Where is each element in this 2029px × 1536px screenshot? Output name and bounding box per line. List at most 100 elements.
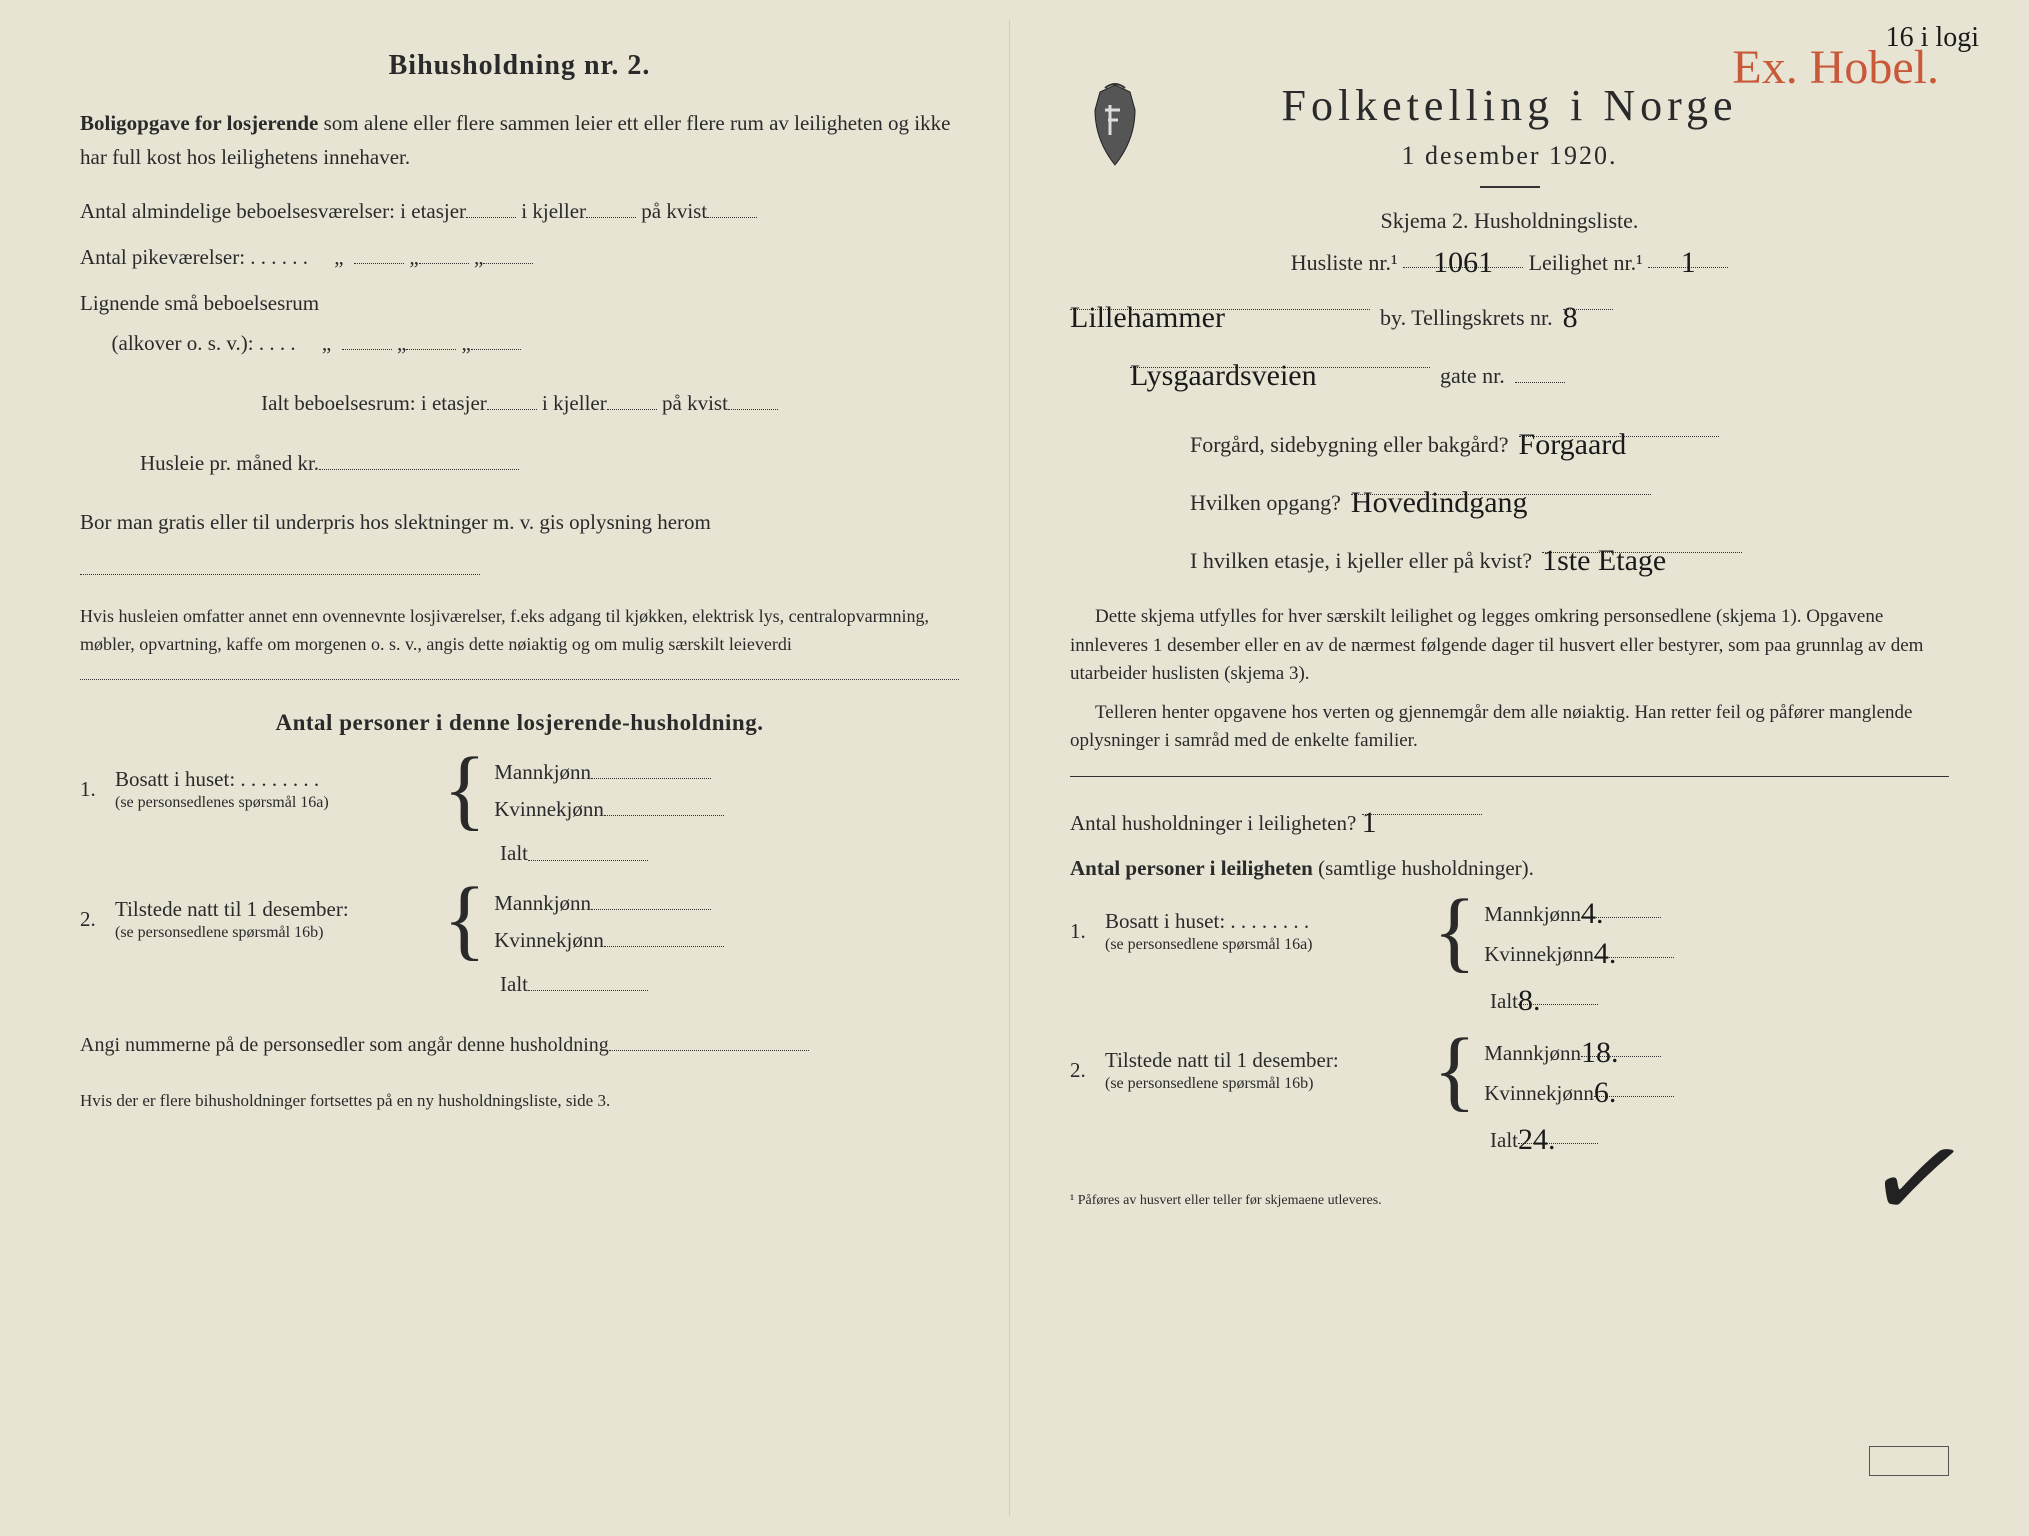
label: Ialt beboelsesrum: (261, 391, 416, 415)
bosatt-row: 1. Bosatt i huset: . . . . . . . . (se p… (80, 756, 959, 822)
subnote: (se personsedlene spørsmål 16b) (1105, 1075, 1425, 1093)
horizontal-rule (1070, 776, 1949, 777)
maid-rooms-line: Antal pikeværelser: . . . . . . „ „ „ (80, 238, 959, 278)
intro-paragraph: Boligopgave for losjerende som alene ell… (80, 107, 959, 174)
brace-icon: { (443, 888, 486, 951)
husliste-value: 1061 (1433, 246, 1493, 279)
tilstede-row: 2. Tilstede natt til 1 desember: (se per… (80, 887, 959, 953)
etasje-value: 1ste Etage (1542, 544, 1666, 577)
number: 2. (80, 907, 115, 932)
total-rooms-line: Ialt beboelsesrum: i etasjer i kjeller p… (80, 384, 959, 424)
label: gate nr. (1440, 354, 1505, 398)
value: 18. (1581, 1036, 1619, 1069)
label: i kjeller (542, 391, 607, 415)
male-label: Mannkjønn (1484, 902, 1581, 926)
label: Antal personer i leiligheten (1070, 856, 1313, 880)
ialt-1: Ialt (500, 837, 959, 866)
gender-block: Mannkjønn Kvinnekjønn (494, 756, 724, 822)
brace-icon: { (1433, 1039, 1476, 1102)
label: Ialt (1490, 989, 1518, 1013)
rent-line: Husleie pr. måned kr. (140, 444, 959, 484)
female-label: Kvinnekjønn (1484, 1081, 1594, 1105)
value: 1 (1362, 806, 1377, 839)
antal-husholdninger-line: Antal husholdninger i leiligheten? 1 (1070, 792, 1949, 844)
label: Bor man gratis eller til underpris hos s… (80, 510, 711, 534)
alcove-line: Lignende små beboelsesrum (alkover o. s.… (80, 284, 959, 364)
label: Antal almindelige beboelsesværelser: i e… (80, 199, 466, 223)
persons-section-title: Antal personer i denne losjerende-hushol… (80, 710, 959, 736)
subnote: (se personsedlenes spørsmål 16a) (115, 794, 435, 812)
male-label: Mannkjønn (494, 760, 591, 784)
label: Ialt (500, 842, 528, 866)
rooms-line-1: Antal almindelige beboelsesværelser: i e… (80, 192, 959, 232)
label: Leilighet nr.¹ (1529, 250, 1643, 275)
label: i kjeller (521, 199, 586, 223)
label: Husleie pr. måned kr. (140, 451, 319, 475)
brace-icon: { (1433, 900, 1476, 963)
value: 6. (1594, 1076, 1617, 1109)
left-page: Bihusholdning nr. 2. Boligopgave for los… (30, 20, 1010, 1516)
angi-line: Angi nummerne på de personsedler som ang… (80, 1027, 959, 1063)
brace-icon: { (443, 758, 486, 821)
address-fields: Lillehammer by. Tellingskrets nr. 8 Lysg… (1070, 286, 1949, 583)
gratis-line: Bor man gratis eller til underpris hos s… (80, 499, 959, 591)
label: Ialt (1490, 1128, 1518, 1152)
antal-personer-heading: Antal personer i leiligheten (samtlige h… (1070, 849, 1949, 889)
label: Husliste nr.¹ (1291, 250, 1398, 275)
male-label: Mannkjønn (494, 891, 591, 915)
street-value: Lysgaardsveien (1130, 359, 1317, 392)
ialt-2: Ialt (500, 968, 959, 997)
gender-block: Mannkjønn Kvinnekjønn (494, 887, 724, 953)
text: Tilstede natt til 1 desember: (1105, 1048, 1339, 1072)
city-value: Lillehammer (1070, 301, 1225, 334)
right-page: Ex. Hobel. Folketelling i Norge 1 desemb… (1010, 20, 1999, 1516)
female-label: Kvinnekjønn (1484, 942, 1594, 966)
ialt-1-right: Ialt8. (1490, 982, 1949, 1014)
label: Hvilken opgang? (1190, 481, 1341, 525)
opgang-value: Hovedindgang (1351, 486, 1528, 519)
left-title: Bihusholdning nr. 2. (80, 50, 959, 82)
divider (1480, 186, 1540, 188)
tilstede-row-right: 2. Tilstede natt til 1 desember: (se per… (1070, 1034, 1949, 1106)
printer-stamp (1869, 1446, 1949, 1476)
number: 1. (80, 777, 115, 802)
label: Forgård, sidebygning eller bakgård? (1190, 423, 1509, 467)
label: Bosatt i huset: . . . . . . . . (se pers… (1105, 909, 1425, 954)
instructions-1: Dette skjema utfylles for hver særskilt … (1070, 603, 1949, 689)
label: Angi nummerne på de personsedler som ang… (80, 1034, 609, 1056)
label: Antal pikeværelser: . . . . . . (80, 245, 308, 269)
subnote: (samtlige husholdninger). (1318, 856, 1534, 880)
value: 8. (1518, 984, 1541, 1017)
gender-block: Mannkjønn18. Kvinnekjønn6. (1484, 1034, 1674, 1106)
number: 2. (1070, 1058, 1105, 1083)
text: Bosatt i huset: . . . . . . . . (1105, 909, 1309, 933)
krets-value: 8 (1563, 301, 1578, 334)
leilighet-value: 1 (1681, 246, 1696, 279)
label: Bosatt i huset: . . . . . . . . (se pers… (115, 767, 435, 812)
gender-block: Mannkjønn4. Kvinnekjønn4. (1484, 895, 1674, 967)
husliste-line: Husliste nr.¹ 1061 Leilighet nr.¹ 1 (1070, 244, 1949, 276)
rent-note: Hvis husleien omfatter annet enn ovennev… (80, 603, 959, 659)
label: by. Tellingskrets nr. (1380, 296, 1553, 340)
value: 4. (1594, 937, 1617, 970)
forgard-value: Forgaard (1519, 428, 1627, 461)
footnote: ¹ Påføres av husvert eller teller før sk… (1070, 1193, 1949, 1209)
female-label: Kvinnekjønn (494, 928, 604, 952)
number: 1. (1070, 919, 1105, 944)
date-subtitle: 1 desember 1920. (1070, 141, 1949, 171)
subnote: (se personsedlene spørsmål 16a) (1105, 936, 1425, 954)
label: Tilstede natt til 1 desember: (se person… (1105, 1048, 1425, 1093)
male-label: Mannkjønn (1484, 1041, 1581, 1065)
label: Lignende små beboelsesrum (80, 291, 319, 315)
label: Ialt (500, 972, 528, 996)
label: Tilstede natt til 1 desember: (se person… (115, 897, 435, 942)
label: i etasjer (421, 391, 487, 415)
margin-note: 16 i logi (1886, 22, 1979, 1416)
bottom-note: Hvis der er flere bihusholdninger fortse… (80, 1091, 959, 1111)
coat-of-arms-icon (1080, 80, 1150, 170)
label: på kvist (641, 199, 707, 223)
intro-bold: Boligopgave for losjerende (80, 111, 318, 135)
value: 4. (1581, 897, 1604, 930)
text: Tilstede natt til 1 desember: (115, 897, 349, 921)
label: på kvist (662, 391, 728, 415)
